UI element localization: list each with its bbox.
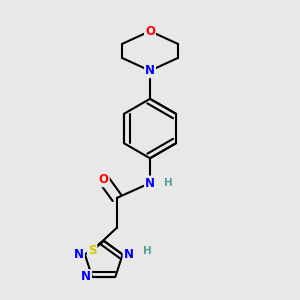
Text: N: N xyxy=(81,270,91,283)
Text: N: N xyxy=(124,248,134,261)
Text: H: H xyxy=(164,178,172,188)
Text: O: O xyxy=(145,25,155,38)
Text: S: S xyxy=(88,244,97,257)
Text: H: H xyxy=(143,246,152,256)
Text: O: O xyxy=(99,173,109,186)
Text: N: N xyxy=(145,64,155,77)
Text: N: N xyxy=(74,248,84,261)
Text: N: N xyxy=(145,176,155,190)
